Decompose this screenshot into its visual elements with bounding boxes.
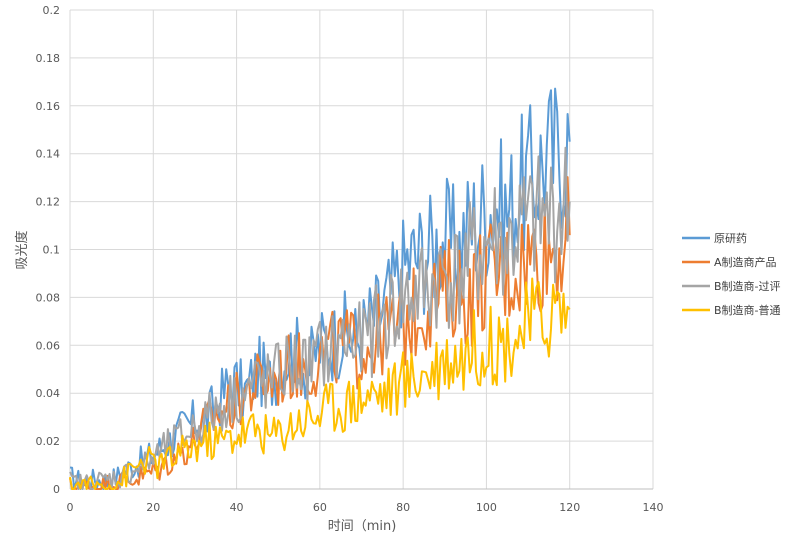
series-line-2 — [69, 146, 571, 490]
x-tick-label: 100 — [476, 501, 497, 514]
series-line-3 — [69, 277, 571, 490]
x-tick-label: 60 — [313, 501, 327, 514]
x-tick-label: 140 — [643, 501, 664, 514]
y-tick-label: 0.06 — [36, 339, 61, 352]
y-tick-label: 0.18 — [36, 52, 61, 65]
x-tick-label: 0 — [67, 501, 74, 514]
legend-label-3: B制造商-普通 — [714, 303, 781, 317]
y-axis-label: 吸光度 — [14, 230, 30, 269]
x-tick-label: 40 — [230, 501, 244, 514]
legend-label-1: A制造商产品 — [714, 255, 777, 269]
y-tick-label: 0.16 — [36, 100, 61, 113]
y-tick-label: 0.02 — [36, 435, 61, 448]
legend-label-2: B制造商-过评 — [714, 279, 781, 293]
series-layer — [69, 87, 571, 490]
legend: 原研药 A制造商产品 B制造商-过评 B制造商-普通 — [682, 232, 781, 317]
legend-label-0: 原研药 — [714, 232, 747, 245]
x-axis-label: 时间（min) — [328, 519, 397, 534]
y-tick-label: 0.12 — [36, 196, 61, 209]
y-tick-label: 0.14 — [36, 148, 61, 161]
y-tick-label: 0.2 — [43, 4, 61, 17]
y-tick-label: 0 — [53, 483, 60, 496]
x-tick-label: 80 — [396, 501, 410, 514]
y-tick-label: 0.04 — [36, 387, 61, 400]
y-tick-label: 0.1 — [43, 244, 61, 257]
y-tick-label: 0.08 — [36, 291, 61, 304]
x-tick-label: 120 — [559, 501, 580, 514]
axes: 0 0.02 0.04 0.06 0.08 0.1 0.12 0.14 0.16 0.18 0.2 0… — [36, 4, 664, 514]
x-tick-label: 20 — [146, 501, 160, 514]
